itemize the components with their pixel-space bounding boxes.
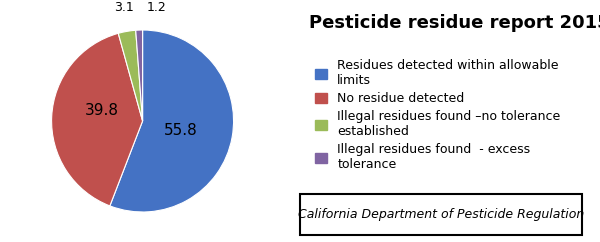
- Wedge shape: [52, 33, 143, 206]
- Wedge shape: [110, 30, 233, 212]
- Text: Pesticide residue report 2015: Pesticide residue report 2015: [308, 14, 600, 32]
- Legend: Residues detected within allowable
limits, No residue detected, Illegal residues: Residues detected within allowable limit…: [315, 59, 560, 171]
- Text: 1.2: 1.2: [146, 1, 166, 14]
- Wedge shape: [136, 30, 143, 121]
- Text: 55.8: 55.8: [164, 123, 197, 138]
- Text: 3.1: 3.1: [115, 1, 134, 14]
- Text: 39.8: 39.8: [85, 103, 119, 118]
- Text: California Department of Pesticide Regulation: California Department of Pesticide Regul…: [298, 208, 584, 221]
- Wedge shape: [118, 30, 143, 121]
